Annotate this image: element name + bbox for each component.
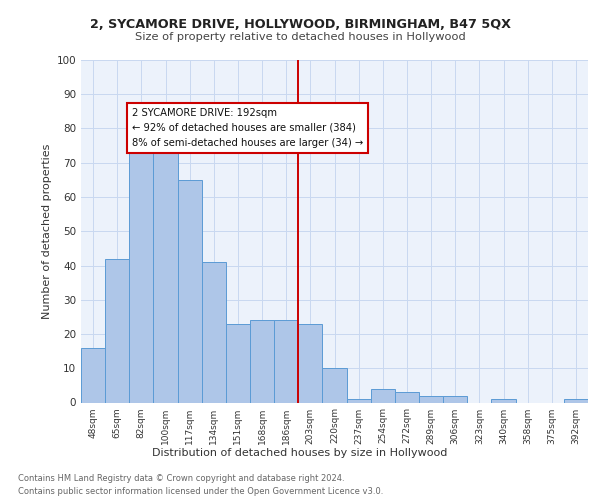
Bar: [154, 118, 178, 403]
Bar: [395, 392, 419, 402]
Bar: [250, 320, 274, 402]
Bar: [129, 125, 154, 402]
Text: Contains HM Land Registry data © Crown copyright and database right 2024.: Contains HM Land Registry data © Crown c…: [18, 474, 344, 483]
Text: 2 SYCAMORE DRIVE: 192sqm
← 92% of detached houses are smaller (384)
8% of semi-d: 2 SYCAMORE DRIVE: 192sqm ← 92% of detach…: [132, 108, 363, 148]
Text: Size of property relative to detached houses in Hollywood: Size of property relative to detached ho…: [134, 32, 466, 42]
Bar: [274, 320, 298, 402]
Y-axis label: Number of detached properties: Number of detached properties: [43, 144, 52, 319]
Text: Contains public sector information licensed under the Open Government Licence v3: Contains public sector information licen…: [18, 487, 383, 496]
Bar: [298, 324, 322, 402]
Text: 2, SYCAMORE DRIVE, HOLLYWOOD, BIRMINGHAM, B47 5QX: 2, SYCAMORE DRIVE, HOLLYWOOD, BIRMINGHAM…: [89, 18, 511, 30]
Bar: [419, 396, 443, 402]
Bar: [105, 258, 129, 402]
Bar: [347, 399, 371, 402]
Bar: [322, 368, 347, 402]
Bar: [81, 348, 105, 403]
Text: Distribution of detached houses by size in Hollywood: Distribution of detached houses by size …: [152, 448, 448, 458]
Bar: [443, 396, 467, 402]
Bar: [202, 262, 226, 402]
Bar: [371, 389, 395, 402]
Bar: [564, 399, 588, 402]
Bar: [226, 324, 250, 402]
Bar: [491, 399, 515, 402]
Bar: [178, 180, 202, 402]
